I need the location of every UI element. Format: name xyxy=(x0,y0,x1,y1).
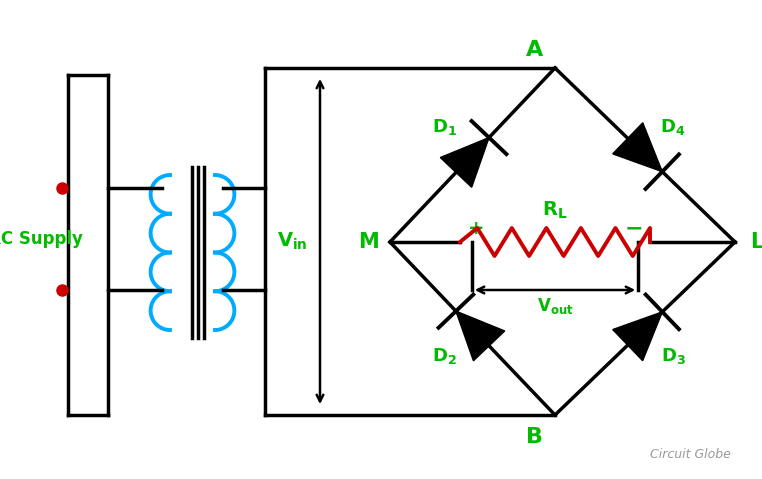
Text: −: − xyxy=(625,218,643,238)
Text: +: + xyxy=(468,218,484,238)
Text: Circuit Globe: Circuit Globe xyxy=(649,448,731,461)
Text: $\mathbf{V_{out}}$: $\mathbf{V_{out}}$ xyxy=(536,296,573,316)
Text: $\mathbf{R_L}$: $\mathbf{R_L}$ xyxy=(543,199,568,221)
Polygon shape xyxy=(456,311,504,361)
Text: $\mathbf{D_2}$: $\mathbf{D_2}$ xyxy=(432,346,457,366)
Text: A: A xyxy=(527,40,543,60)
Text: B: B xyxy=(527,427,543,447)
Polygon shape xyxy=(613,123,662,171)
Text: $\mathbf{D_3}$: $\mathbf{D_3}$ xyxy=(661,346,686,366)
Polygon shape xyxy=(613,312,662,361)
Text: $\mathbf{D_1}$: $\mathbf{D_1}$ xyxy=(432,117,457,137)
Text: $\mathbf{V_{in}}$: $\mathbf{V_{in}}$ xyxy=(277,231,307,252)
Text: L: L xyxy=(751,232,762,252)
Text: M: M xyxy=(357,232,379,252)
Text: $\mathbf{D_4}$: $\mathbf{D_4}$ xyxy=(661,117,686,137)
Text: AC Supply: AC Supply xyxy=(0,230,82,248)
Polygon shape xyxy=(440,137,489,187)
